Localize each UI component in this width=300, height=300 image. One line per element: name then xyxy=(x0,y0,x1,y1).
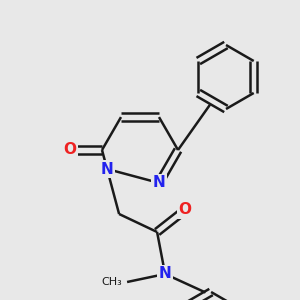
Text: O: O xyxy=(178,202,192,217)
Text: N: N xyxy=(101,161,113,176)
Text: N: N xyxy=(159,266,172,281)
Text: CH₃: CH₃ xyxy=(101,277,122,287)
Text: O: O xyxy=(64,142,76,158)
Text: N: N xyxy=(153,176,165,190)
